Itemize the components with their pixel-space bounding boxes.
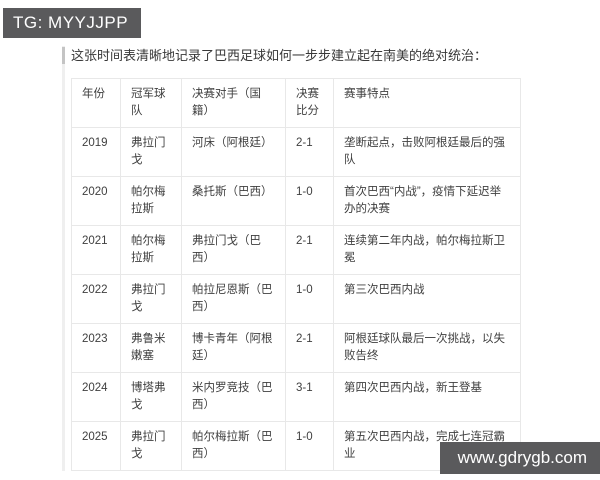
cell-opponent: 弗拉门戈（巴西） <box>181 225 286 275</box>
column-header-champion: 冠军球队 <box>120 78 182 128</box>
cell-year: 2024 <box>71 372 121 422</box>
cell-opponent: 米内罗竞技（巴西） <box>181 372 286 422</box>
cell-champion: 弗拉门戈 <box>120 274 182 324</box>
cell-note: 连续第二年内战，帕尔梅拉斯卫冕 <box>333 225 521 275</box>
cell-score: 1-0 <box>285 176 334 226</box>
cell-year: 2022 <box>71 274 121 324</box>
cell-champion: 帕尔梅拉斯 <box>120 225 182 275</box>
cell-score: 1-0 <box>285 274 334 324</box>
column-header-note: 赛事特点 <box>333 78 521 128</box>
cell-note: 第三次巴西内战 <box>333 274 521 324</box>
cell-score: 1-0 <box>285 421 334 471</box>
cell-year: 2021 <box>71 225 121 275</box>
table-body: 2019 弗拉门戈 河床（阿根廷） 2-1 垄断起点，击败阿根廷最后的强队 2020 帕尔梅… <box>71 127 521 471</box>
cell-note: 第四次巴西内战，新王登基 <box>333 372 521 422</box>
cell-score: 2-1 <box>285 127 334 177</box>
table-row: 2020 帕尔梅拉斯 桑托斯（巴西） 1-0 首次巴西“内战”，疫情下延迟举办的决赛 <box>71 176 521 226</box>
cell-opponent: 帕拉尼恩斯（巴西） <box>181 274 286 324</box>
telegram-watermark: TG: MYYJJPP <box>3 8 142 38</box>
cell-year: 2025 <box>71 421 121 471</box>
cell-champion: 弗拉门戈 <box>120 127 182 177</box>
cell-opponent: 河床（阿根廷） <box>181 127 286 177</box>
column-header-opponent: 决赛对手（国籍） <box>181 78 286 128</box>
website-watermark: www.gdrygb.com <box>439 442 600 474</box>
cell-score: 3-1 <box>285 372 334 422</box>
cell-score: 2-1 <box>285 225 334 275</box>
cell-year: 2023 <box>71 323 121 373</box>
table-row: 2021 帕尔梅拉斯 弗拉门戈（巴西） 2-1 连续第二年内战，帕尔梅拉斯卫冕 <box>71 225 521 275</box>
cell-note: 阿根廷球队最后一次挑战，以失败告终 <box>333 323 521 373</box>
column-header-score: 决赛比分 <box>285 78 334 128</box>
cell-champion: 帕尔梅拉斯 <box>120 176 182 226</box>
cell-champion: 弗拉门戈 <box>120 421 182 471</box>
table-row: 2019 弗拉门戈 河床（阿根廷） 2-1 垄断起点，击败阿根廷最后的强队 <box>71 127 521 177</box>
cell-year: 2020 <box>71 176 121 226</box>
cell-note: 首次巴西“内战”，疫情下延迟举办的决赛 <box>333 176 521 226</box>
intro-text: 这张时间表清晰地记录了巴西足球如何一步步建立起在南美的绝对统治： <box>62 46 520 65</box>
cell-opponent: 桑托斯（巴西） <box>181 176 286 226</box>
article-content: 这张时间表清晰地记录了巴西足球如何一步步建立起在南美的绝对统治： 年份 冠军球队… <box>62 46 521 471</box>
cell-opponent: 博卡青年（阿根廷） <box>181 323 286 373</box>
finals-timeline-table: 年份 冠军球队 决赛对手（国籍） 决赛比分 赛事特点 2019 弗拉门戈 河床（阿根… <box>71 78 521 471</box>
cell-champion: 博塔弗戈 <box>120 372 182 422</box>
table-header-row: 年份 冠军球队 决赛对手（国籍） 决赛比分 赛事特点 <box>71 78 521 128</box>
cell-score: 2-1 <box>285 323 334 373</box>
cell-note: 垄断起点，击败阿根廷最后的强队 <box>333 127 521 177</box>
table-row: 2023 弗鲁米嫩塞 博卡青年（阿根廷） 2-1 阿根廷球队最后一次挑战，以失败告终 <box>71 323 521 373</box>
cell-opponent: 帕尔梅拉斯（巴西） <box>181 421 286 471</box>
table-row: 2022 弗拉门戈 帕拉尼恩斯（巴西） 1-0 第三次巴西内战 <box>71 274 521 324</box>
cell-champion: 弗鲁米嫩塞 <box>120 323 182 373</box>
column-header-year: 年份 <box>71 78 121 128</box>
table-row: 2024 博塔弗戈 米内罗竞技（巴西） 3-1 第四次巴西内战，新王登基 <box>71 372 521 422</box>
cell-year: 2019 <box>71 127 121 177</box>
